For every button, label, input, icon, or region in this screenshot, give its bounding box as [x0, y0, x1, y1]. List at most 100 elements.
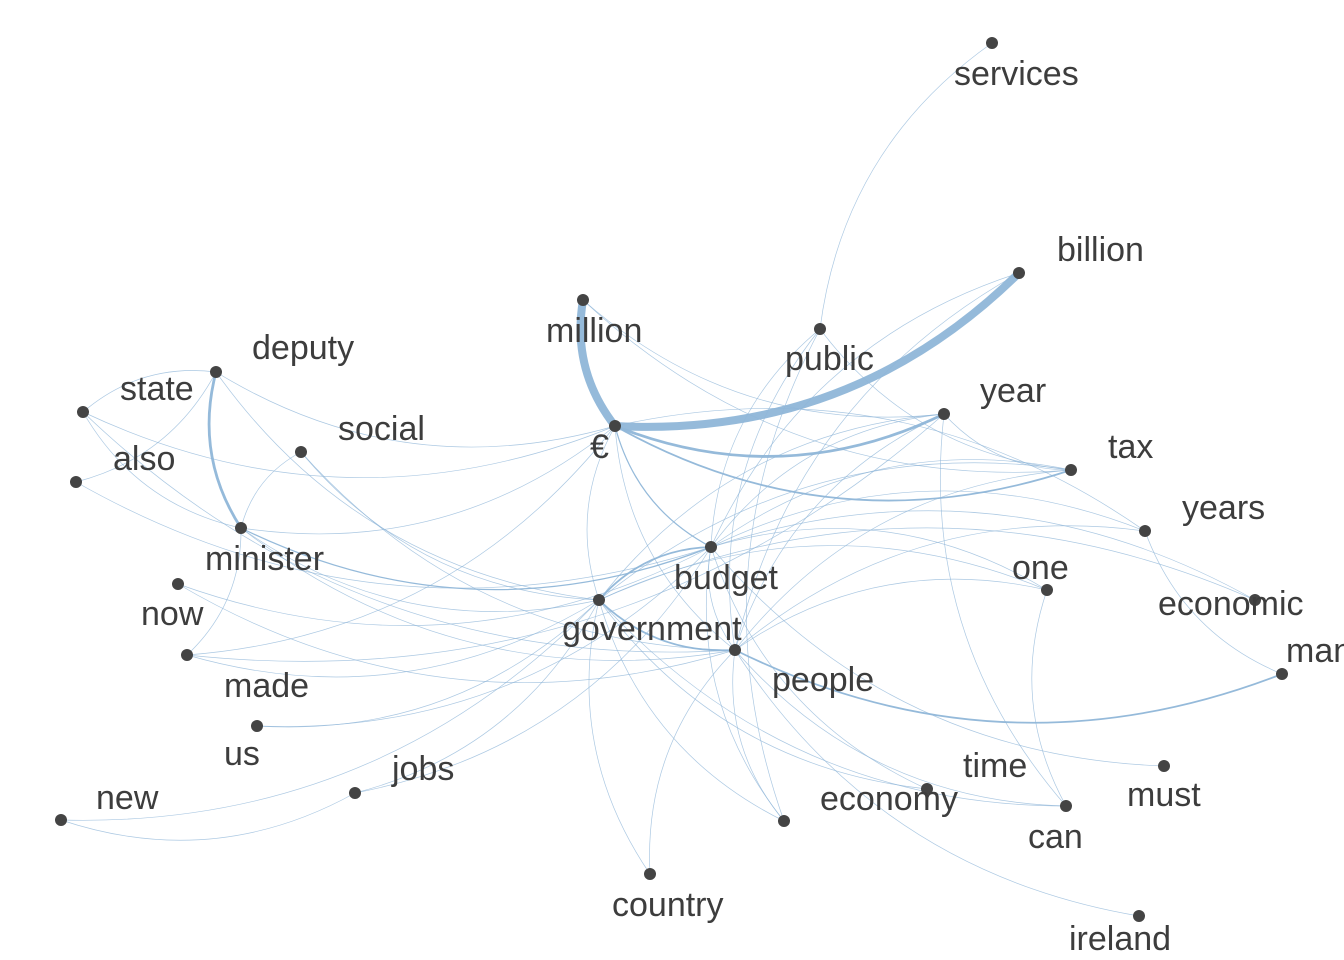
node-label-time: time: [963, 747, 1027, 785]
edge-now-people: [177, 583, 736, 684]
node-label-can: can: [1028, 818, 1083, 856]
edge-us-government: [256, 599, 600, 728]
edge-economic-government: [598, 527, 1256, 601]
edge-deputy-minister: [207, 370, 243, 530]
edge-also-deputy: [75, 371, 217, 483]
edge-years-people: [734, 525, 1146, 651]
edge-budget-government: [598, 546, 712, 601]
edge-minister-government: [240, 527, 600, 612]
edge-public-people: [729, 328, 821, 651]
node-also: [70, 476, 82, 488]
edge-deputy-euro: [215, 371, 616, 448]
edge-made-government: [186, 599, 600, 678]
node-deputy: [210, 366, 222, 378]
node-label-economy: economy: [820, 780, 958, 818]
edge-billion-people: [734, 272, 1020, 651]
edge-social-minister: [240, 451, 302, 529]
edge-euro-billion: [610, 268, 1024, 431]
node-state: [77, 406, 89, 418]
edge-public-tax: [819, 328, 1072, 471]
edge-years-euro: [614, 408, 1146, 532]
node-must: [1158, 760, 1170, 772]
node-label-new: new: [96, 779, 159, 817]
nodes-layer: [55, 37, 1288, 922]
node-label-public: public: [785, 340, 874, 378]
node-label-government: government: [562, 610, 742, 648]
edge-euro-government: [586, 425, 616, 601]
node-label-state: state: [120, 370, 194, 408]
node-label-services: services: [954, 55, 1079, 93]
node-label-made: made: [224, 667, 309, 705]
edge-euro-budget: [614, 425, 712, 548]
node-jobs: [349, 787, 361, 799]
edges-layer: [60, 42, 1283, 917]
node-label-year: year: [980, 372, 1046, 410]
edge-people-country: [649, 649, 736, 875]
node-country: [644, 868, 656, 880]
node-government: [593, 594, 605, 606]
edge-social-people: [300, 451, 736, 651]
edge-state-minister: [82, 411, 242, 529]
edge-one-budget: [710, 528, 1048, 591]
node-label-one: one: [1012, 549, 1069, 587]
node-label-budget: budget: [674, 559, 779, 597]
edge-made-minister: [186, 527, 242, 656]
edge-year-tax: [943, 413, 1072, 471]
edge-social-government: [300, 451, 600, 601]
node-time: [921, 783, 933, 795]
edge-year-people: [734, 413, 945, 651]
labels-layer: services billion million public deputy state y…: [96, 55, 1344, 958]
edge-million-tax: [582, 299, 1072, 473]
node-services: [986, 37, 998, 49]
edge-one-people: [734, 578, 1048, 651]
edge-made-euro: [186, 425, 616, 656]
node-label-tax: tax: [1108, 428, 1153, 466]
edge-years-budget: [710, 490, 1146, 548]
node-label-social: social: [338, 410, 425, 448]
node-label-now: now: [141, 595, 204, 633]
node-million: [577, 294, 589, 306]
node-people: [729, 644, 741, 656]
edge-government-country: [588, 599, 651, 875]
edge-budget-economy: [706, 546, 785, 822]
edge-year-budget: [710, 413, 945, 548]
edge-us-budget: [256, 546, 712, 727]
edge-jobs-budget: [354, 546, 712, 794]
node-label-must: must: [1127, 776, 1201, 814]
edge-deputy-state: [82, 370, 217, 413]
edge-tax-people: [734, 469, 1072, 651]
edge-also-budget: [75, 481, 712, 589]
node-label-also: also: [113, 440, 175, 478]
edge-euro-year: [613, 412, 946, 458]
node-label-people: people: [772, 661, 874, 699]
edge-million-euro: [576, 295, 620, 431]
edge-government-economy: [598, 599, 785, 822]
node-new: [55, 814, 67, 826]
node-tax: [1065, 464, 1077, 476]
node-label-billion: billion: [1057, 231, 1144, 269]
node-label-country: country: [612, 886, 724, 924]
edge-people-can: [734, 649, 1067, 807]
node-euro: [609, 420, 621, 432]
node-economic: [1249, 594, 1261, 606]
edge-budget-must: [710, 546, 1165, 767]
edge-services-public: [819, 42, 993, 330]
node-label-many: many: [1286, 632, 1344, 670]
edge-tax-budget: [710, 459, 1072, 548]
node-minister: [235, 522, 247, 534]
edge-government-people: [598, 599, 736, 652]
edge-government-can: [598, 599, 1067, 807]
edge-economic-budget: [710, 510, 1256, 601]
edge-jobs-government: [354, 599, 600, 794]
node-label-us: us: [224, 735, 260, 773]
edge-year-can: [939, 413, 1067, 807]
edge-now-budget: [177, 546, 712, 626]
node-year: [938, 408, 950, 420]
edge-euro-people: [614, 425, 736, 651]
node-public: [814, 323, 826, 335]
node-social: [295, 446, 307, 458]
edge-one-can: [1031, 589, 1067, 807]
node-years: [1139, 525, 1151, 537]
edge-state-euro: [82, 411, 616, 479]
